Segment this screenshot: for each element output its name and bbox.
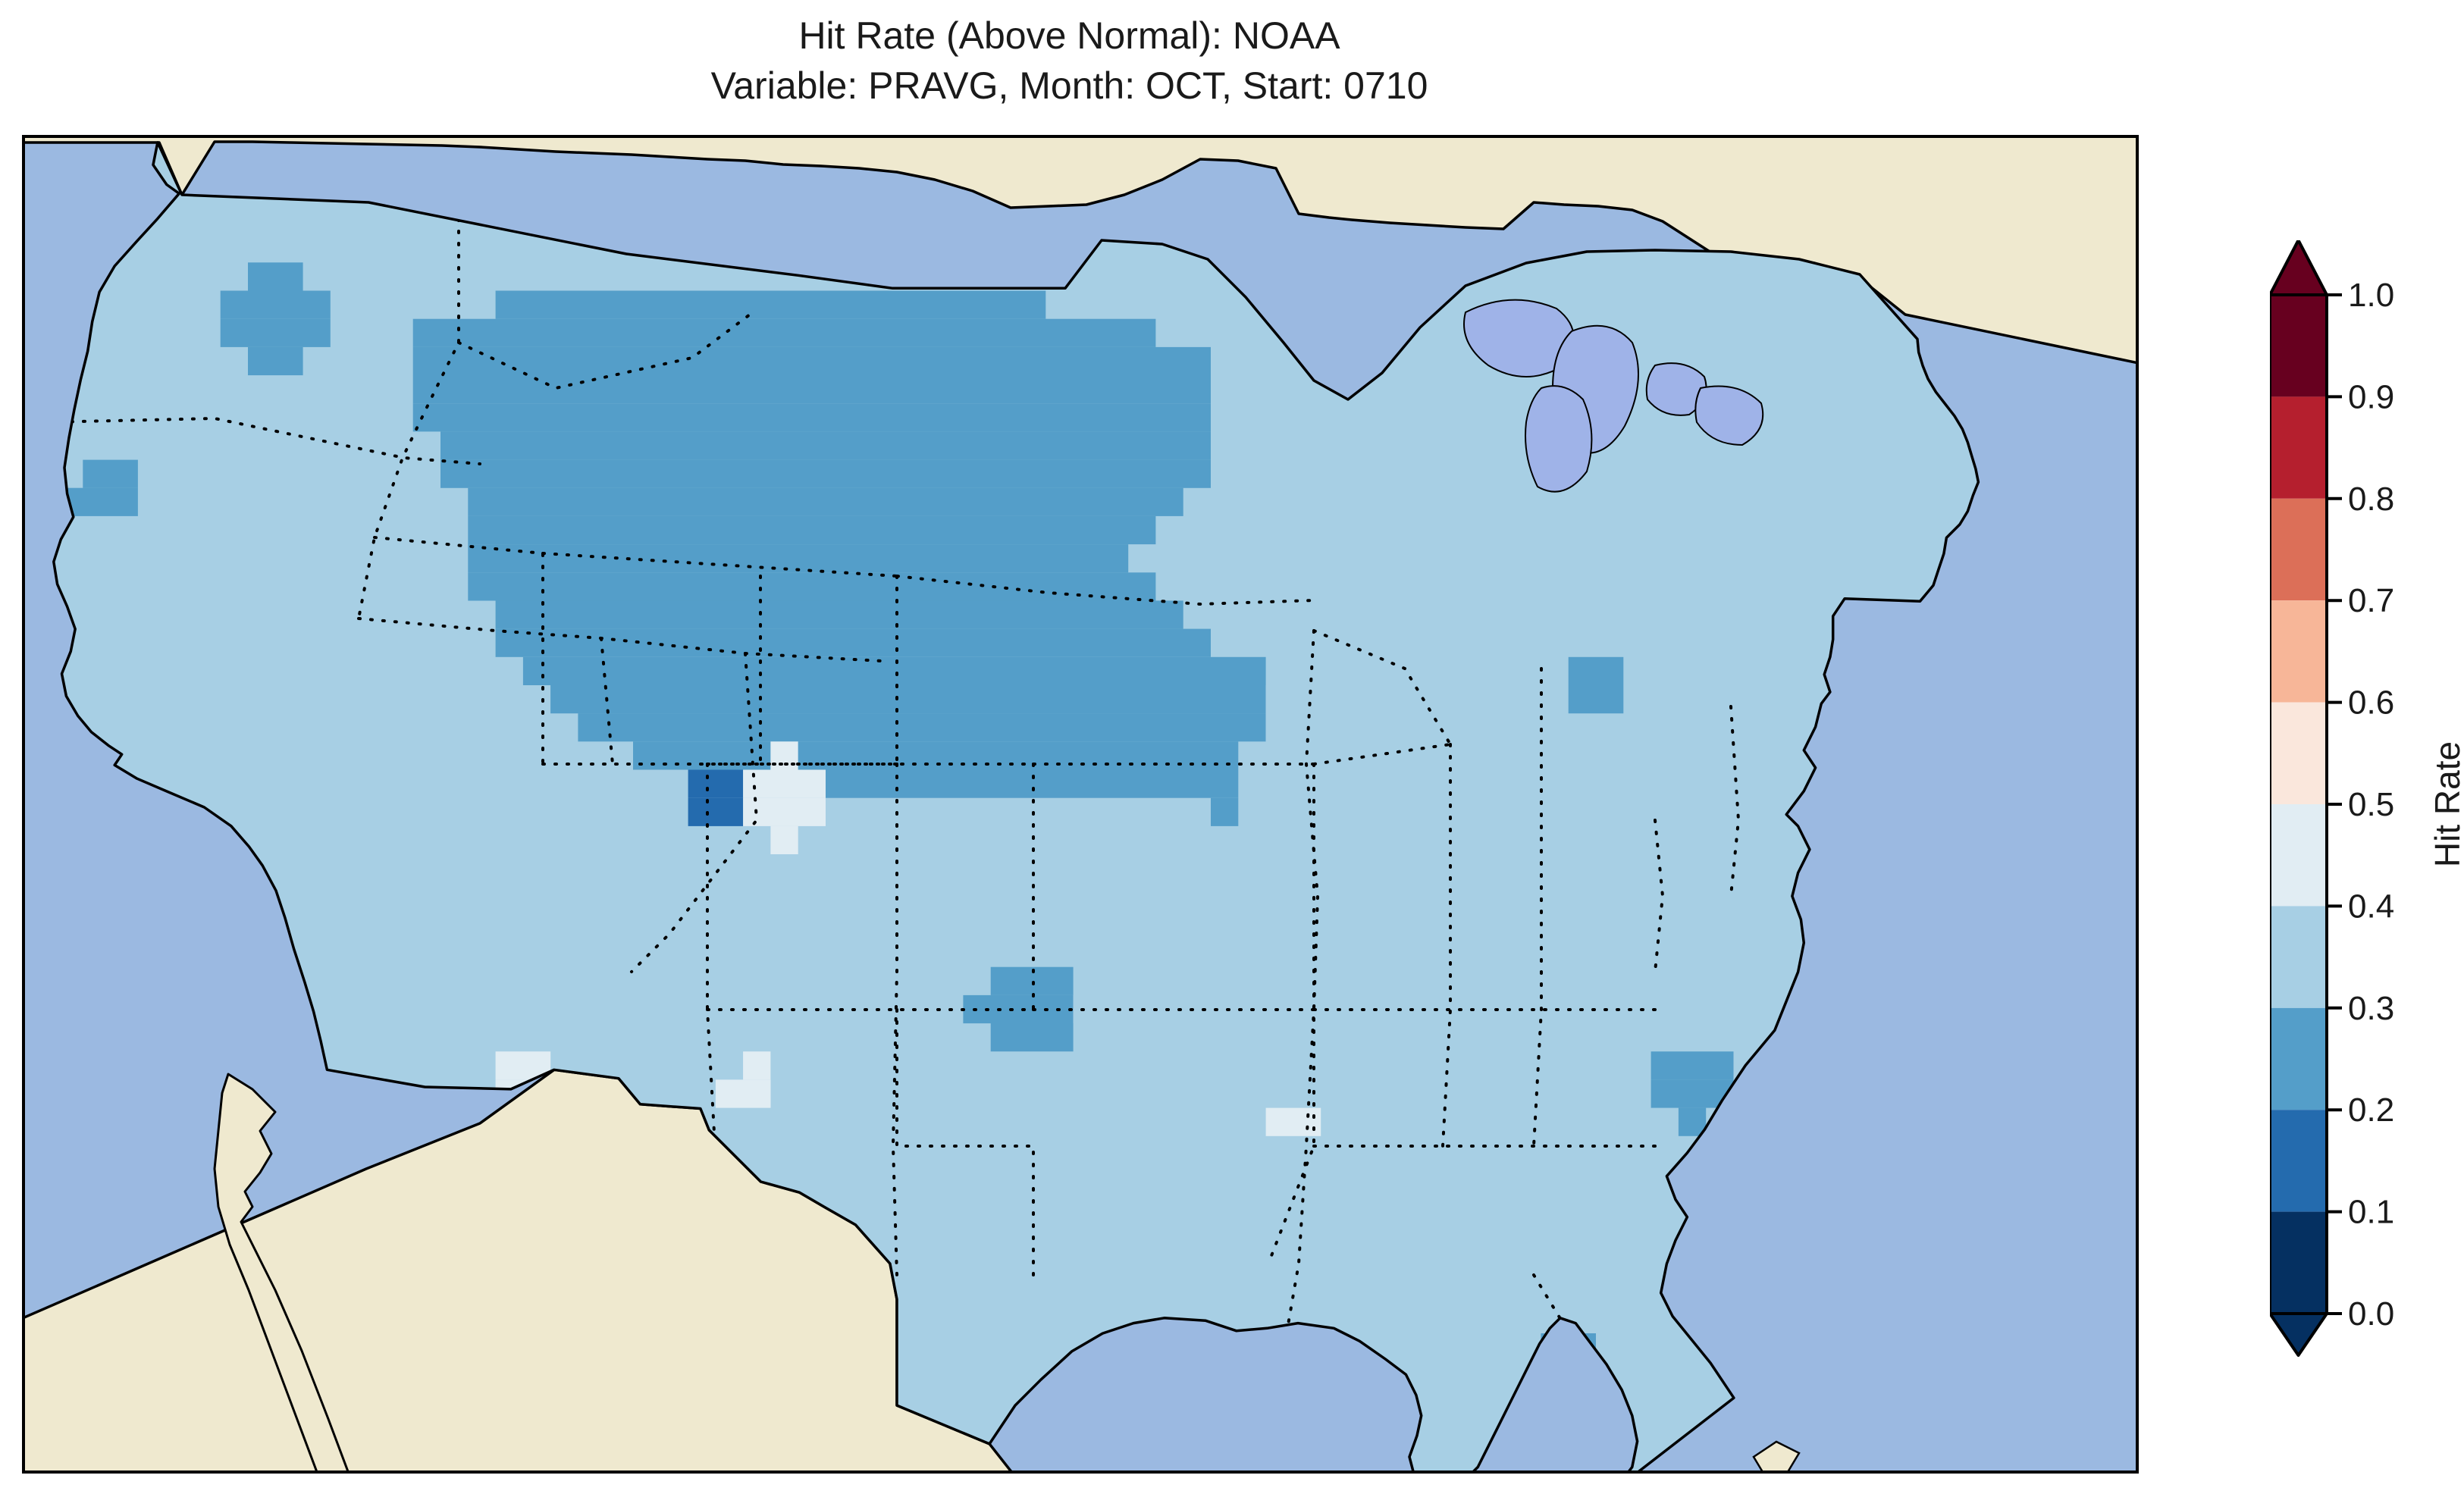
svg-text:0.4: 0.4 [2348, 888, 2394, 925]
svg-text:0.0: 0.0 [2348, 1295, 2394, 1333]
svg-text:0.6: 0.6 [2348, 684, 2394, 722]
svg-text:1.0: 1.0 [2348, 277, 2394, 314]
svg-text:0.5: 0.5 [2348, 786, 2394, 823]
svg-text:Hit Rate: Hit Rate [2428, 741, 2464, 867]
svg-text:0.3: 0.3 [2348, 990, 2394, 1027]
svg-text:0.7: 0.7 [2348, 582, 2394, 619]
svg-text:0.2: 0.2 [2348, 1092, 2394, 1129]
svg-text:0.9: 0.9 [2348, 378, 2394, 415]
svg-text:0.1: 0.1 [2348, 1194, 2394, 1231]
svg-text:0.8: 0.8 [2348, 481, 2394, 518]
